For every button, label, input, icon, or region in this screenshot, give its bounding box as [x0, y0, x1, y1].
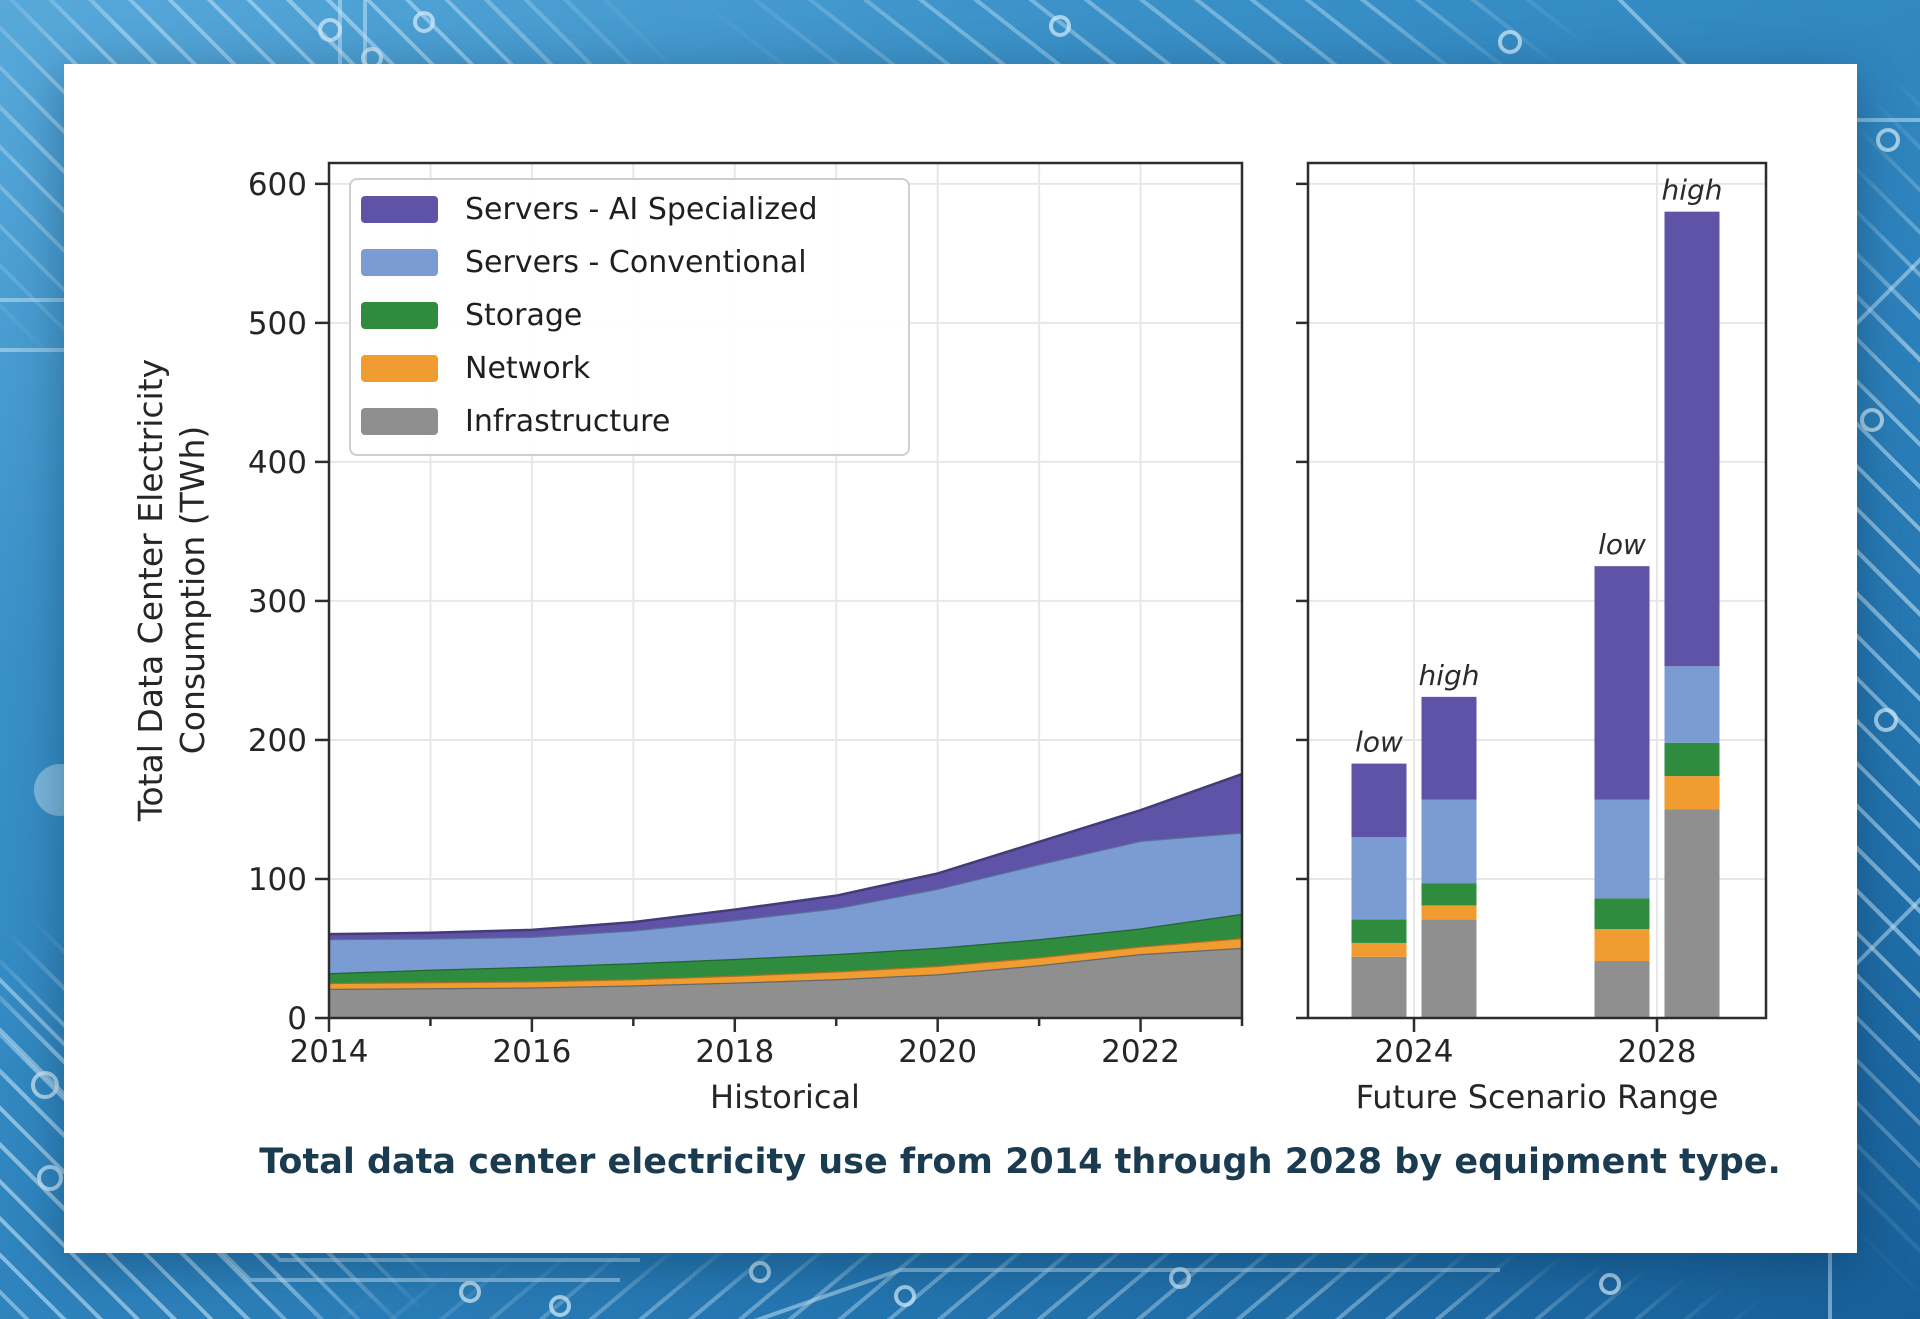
- legend-label: Servers - Conventional: [465, 245, 807, 280]
- chart-panel: [64, 64, 1857, 1253]
- legend-swatch-icon: [361, 302, 438, 329]
- legend-item-4: Infrastructure: [361, 404, 908, 439]
- legend-label: Network: [465, 351, 591, 386]
- legend-swatch-icon: [361, 408, 438, 435]
- x-axis-label-historical: Historical: [710, 1078, 860, 1116]
- y-axis-label: Total Data Center Electricity Consumptio…: [131, 358, 212, 822]
- legend-swatch-icon: [361, 355, 438, 382]
- legend-item-0: Servers - AI Specialized: [361, 192, 908, 227]
- legend-item-3: Network: [361, 351, 908, 386]
- legend-item-1: Servers - Conventional: [361, 245, 908, 280]
- legend-label: Servers - AI Specialized: [465, 192, 818, 227]
- x-axis-label-future: Future Scenario Range: [1355, 1078, 1719, 1116]
- legend-label: Infrastructure: [465, 404, 671, 439]
- legend-item-2: Storage: [361, 298, 908, 333]
- legend-swatch-icon: [361, 196, 438, 223]
- chart-legend: Servers - AI Specialized Servers - Conven…: [349, 178, 910, 456]
- figure-caption: Total data center electricity use from 2…: [259, 1142, 1781, 1182]
- legend-label: Storage: [465, 298, 583, 333]
- legend-swatch-icon: [361, 249, 438, 276]
